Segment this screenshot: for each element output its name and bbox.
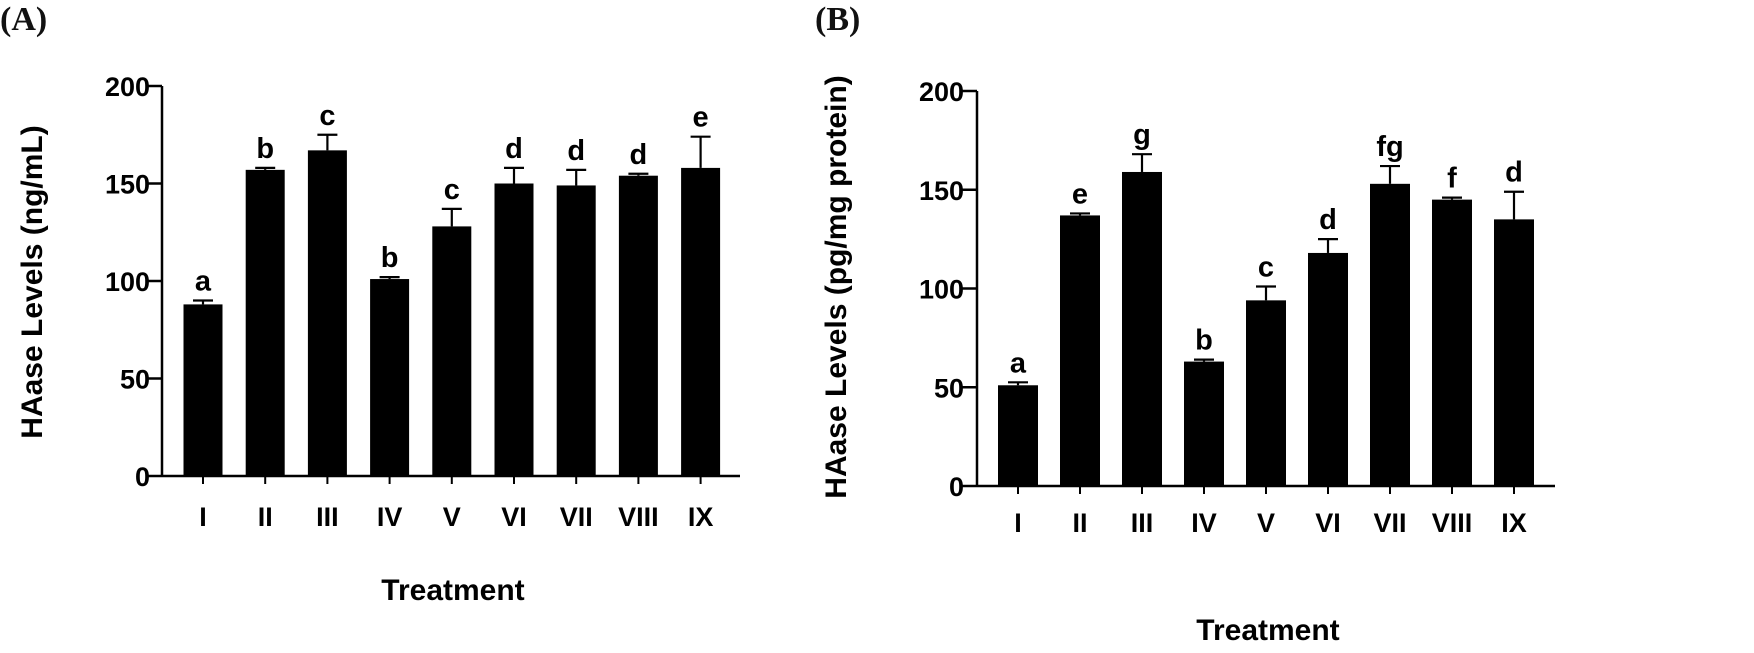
panel-a-y-tick-label-50: 50: [120, 365, 150, 395]
panel-b-bar-II: [1060, 215, 1100, 487]
panel-a-x-tick-label-I: I: [199, 502, 207, 532]
panel-b-significance-label-VIII: f: [1447, 163, 1457, 195]
panel-b-x-tick-label-VII: VII: [1373, 508, 1406, 538]
panel-b-bar-V: [1246, 300, 1286, 486]
panel-a-significance-label-IV: b: [381, 242, 399, 274]
panel-b-bar-I: [998, 385, 1038, 486]
panel-a-bar-VII: [556, 185, 596, 476]
panel-b-x-tick-label-VI: VI: [1315, 508, 1341, 538]
panel-a-significance-label-II: b: [256, 133, 274, 165]
panel-b-y-tick-label-100: 100: [919, 275, 964, 305]
panel-a-bar-IX: [681, 167, 721, 476]
panel-a-y-axis-title: HAase Levels (ng/mL): [16, 125, 49, 438]
panel-a-significance-label-I: a: [195, 266, 212, 298]
panel-b-significance-label-IX: d: [1505, 157, 1523, 189]
panel-a-y-tick-label-200: 200: [105, 72, 150, 102]
panel-b-bar-IV: [1184, 361, 1224, 486]
panel-b-bar-III: [1122, 171, 1162, 486]
panel-a-bar-VIII: [618, 175, 658, 476]
panel-b-significance-label-VI: d: [1319, 204, 1337, 236]
panel-a-y-tick-label-0: 0: [135, 462, 150, 492]
panel-b-x-tick-label-IX: IX: [1501, 508, 1527, 538]
panel-b-significance-label-III: g: [1133, 119, 1151, 151]
panel-b-y-tick-label-0: 0: [949, 472, 964, 502]
panel-a-significance-label-V: c: [444, 174, 460, 206]
panel-b-x-tick-label-VIII: VIII: [1432, 508, 1473, 538]
panel-a-bar-V: [432, 226, 472, 476]
panel-a-x-tick-label-VII: VII: [560, 502, 593, 532]
panel-b-y-tick-label-200: 200: [919, 77, 964, 107]
panel-b-y-tick-label-50: 50: [934, 373, 964, 403]
panel-b-x-tick-label-IV: IV: [1191, 508, 1217, 538]
panel-a-plot: a Ib II c III b IV c Vd VI d VII d VIII e IX 0 50 100 150 20…: [105, 72, 740, 532]
panel-b-y-tick-label-150: 150: [919, 176, 964, 206]
panel-b-x-tick-label-V: V: [1257, 508, 1275, 538]
panel-b-significance-label-II: e: [1072, 178, 1088, 210]
panel-a-x-tick-label-V: V: [443, 502, 461, 532]
panel-b-significance-label-IV: b: [1195, 325, 1213, 357]
panel-a-significance-label-III: c: [319, 100, 335, 132]
panel-b-bar-IX: [1494, 219, 1534, 486]
panel-b-bar-VII: [1370, 183, 1410, 486]
panel-a-y-tick-label-150: 150: [105, 170, 150, 200]
panel-b-label: (B): [815, 1, 860, 38]
panel-a-x-tick-label-III: III: [316, 502, 339, 532]
panel-a-significance-label-VIII: d: [630, 139, 648, 171]
panel-a-bar-II: [245, 169, 285, 476]
panel-b-plot: a Ie II g III b IV c Vd VI fg VII f VIII d IX 0 50 100 150 2…: [919, 77, 1555, 538]
panel-b-x-axis-title: Treatment: [1196, 614, 1339, 647]
panel-b: (B) a Ie II g III b IV c Vd VI fg VII f VIII d IX 0 50 100…: [815, 1, 1555, 647]
panel-a-significance-label-IX: e: [693, 102, 709, 134]
panel-a-label: (A): [0, 1, 47, 38]
panel-a-significance-label-VI: d: [505, 133, 523, 165]
panel-b-bar-VIII: [1432, 199, 1472, 486]
panel-a-bar-I: [183, 304, 223, 476]
panel-a-x-axis-title: Treatment: [381, 574, 524, 607]
panel-b-significance-label-V: c: [1258, 252, 1274, 284]
panel-b-x-tick-label-II: II: [1072, 508, 1087, 538]
panel-b-x-tick-label-I: I: [1014, 508, 1022, 538]
panel-a-x-tick-label-VIII: VIII: [618, 502, 659, 532]
panel-b-significance-label-VII: fg: [1376, 131, 1403, 163]
panel-a-bar-III: [307, 150, 347, 476]
panel-a-y-tick-label-100: 100: [105, 267, 150, 297]
panel-a-x-tick-label-IV: IV: [377, 502, 403, 532]
panel-a-bar-IV: [370, 279, 410, 476]
panel-a-bar-VI: [494, 183, 534, 476]
panel-b-bar-VI: [1308, 252, 1348, 486]
panel-b-x-tick-label-III: III: [1131, 508, 1154, 538]
panel-a-x-tick-label-VI: VI: [501, 502, 527, 532]
panel-a: (A) a Ib II c III b IV c Vd VI d VII d VIII e IX 0 50 100 1…: [0, 1, 740, 607]
panel-a-significance-label-VII: d: [567, 135, 585, 167]
panel-b-significance-label-I: a: [1010, 347, 1027, 379]
panel-a-x-tick-label-IX: IX: [688, 502, 714, 532]
panel-a-x-tick-label-II: II: [258, 502, 273, 532]
panel-b-y-axis-title: HAase Levels (pg/mg protein): [820, 75, 853, 498]
